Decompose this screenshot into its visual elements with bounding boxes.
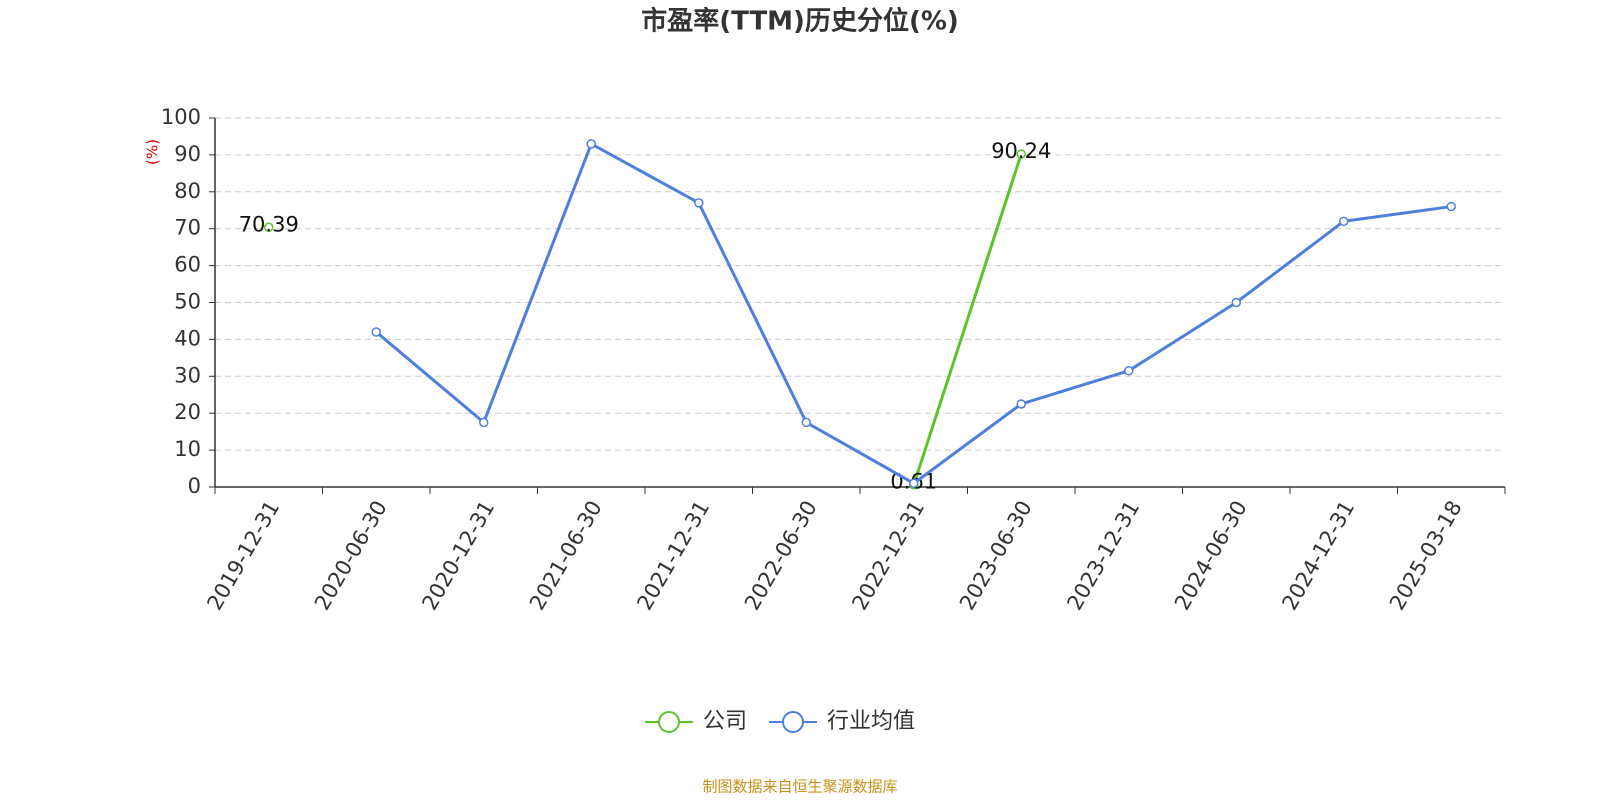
data-point	[264, 222, 274, 233]
data-point	[1016, 149, 1026, 159]
data-point	[694, 198, 704, 208]
legend-label: 公司	[703, 709, 747, 734]
legend-marker	[782, 711, 805, 733]
y-tick-label: 50	[174, 290, 201, 314]
y-tick-label: 20	[174, 400, 201, 424]
data-point	[479, 417, 489, 428]
legend-item: 行业均值	[769, 709, 915, 734]
source-note: 制图数据来自恒生聚源数据库	[702, 778, 897, 796]
legend-marker	[658, 711, 680, 733]
data-label: 70.39	[239, 212, 299, 236]
legend-item: 公司	[645, 709, 747, 734]
y-axis-label: (%)	[144, 139, 162, 165]
data-point	[1124, 366, 1134, 376]
x-tick-label: 2021-06-30	[525, 497, 607, 615]
data-point	[586, 139, 596, 149]
data-point	[371, 327, 381, 337]
y-tick-label: 40	[174, 326, 201, 350]
y-tick-label: 80	[174, 179, 201, 203]
series-line	[912, 153, 1023, 486]
data-point	[1016, 399, 1026, 409]
data-point	[801, 417, 811, 428]
x-tick-label: 2023-06-30	[955, 497, 1037, 615]
x-tick-label: 2020-06-30	[310, 497, 392, 615]
y-tick-label: 10	[174, 437, 201, 461]
x-tick-label: 2020-12-31	[417, 497, 499, 615]
y-tick-label: 60	[174, 253, 201, 277]
data-point	[1231, 297, 1241, 308]
data-point	[1446, 201, 1456, 212]
x-tick-label: 2025-03-18	[1385, 497, 1467, 615]
chart-title: 市盈率(TTM)历史分位(%)	[641, 6, 959, 37]
x-tick-label: 2021-12-31	[632, 497, 714, 615]
x-tick-label: 2019-12-31	[202, 497, 284, 615]
legend-label: 行业均值	[827, 709, 915, 734]
data-point	[909, 478, 919, 489]
data-label: 90.24	[991, 139, 1051, 163]
x-tick-label: 2024-06-30	[1170, 497, 1252, 615]
x-tick-label: 2023-12-31	[1062, 497, 1144, 615]
x-tick-label: 2022-12-31	[847, 497, 929, 615]
x-tick-label: 2024-12-31	[1277, 497, 1359, 615]
x-tick-label: 2022-06-30	[740, 497, 822, 615]
y-tick-label: 30	[174, 363, 201, 387]
y-tick-label: 100	[161, 105, 201, 129]
series-line	[375, 141, 1452, 486]
data-point	[1339, 216, 1349, 227]
y-tick-label: 90	[174, 142, 201, 166]
y-tick-label: 70	[174, 216, 201, 240]
y-tick-label: 0	[188, 474, 201, 498]
